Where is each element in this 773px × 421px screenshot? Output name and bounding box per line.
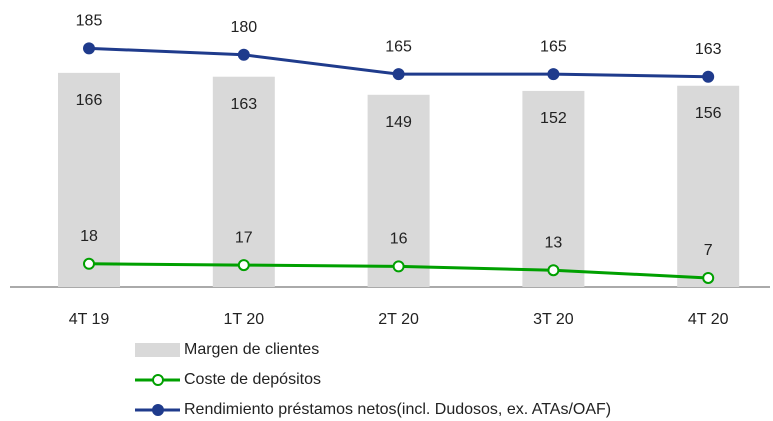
marker xyxy=(547,264,560,277)
marker xyxy=(83,42,95,55)
x-tick-label: 4T 20 xyxy=(688,311,729,328)
legend-marker xyxy=(152,404,164,416)
bar xyxy=(677,85,740,287)
legend-label: Coste de depósitos xyxy=(184,371,321,388)
legend-swatch xyxy=(135,343,180,357)
marker xyxy=(237,259,250,272)
x-tick-label: 3T 20 xyxy=(533,311,574,328)
marker xyxy=(702,70,715,83)
data-label: 166 xyxy=(76,92,103,109)
data-label: 17 xyxy=(235,229,253,246)
legend-label: Margen de clientes xyxy=(184,341,319,358)
legend-label: Rendimiento préstamos netos(incl. Dudoso… xyxy=(184,401,611,418)
marker xyxy=(702,271,715,284)
data-label: 156 xyxy=(695,105,722,122)
bar xyxy=(212,76,275,287)
bar xyxy=(367,94,430,287)
x-tick-label: 1T 20 xyxy=(223,311,264,328)
data-label: 165 xyxy=(540,38,567,55)
bar xyxy=(522,90,585,287)
marker xyxy=(547,68,560,81)
data-label: 13 xyxy=(545,234,563,251)
data-label: 7 xyxy=(704,242,713,259)
marker xyxy=(237,48,250,61)
data-label: 149 xyxy=(385,114,412,131)
data-label: 152 xyxy=(540,110,567,127)
marker xyxy=(83,257,95,270)
marker xyxy=(392,260,405,273)
data-label: 163 xyxy=(230,96,257,113)
data-label: 165 xyxy=(385,38,412,55)
marker xyxy=(392,68,405,81)
data-label: 185 xyxy=(76,13,103,30)
x-tick-label: 2T 20 xyxy=(378,311,419,328)
legend-marker xyxy=(152,374,164,386)
bar xyxy=(58,72,120,287)
x-tick-label: 4T 19 xyxy=(69,311,110,328)
data-label: 16 xyxy=(390,231,408,248)
data-label: 18 xyxy=(80,228,98,245)
data-label: 180 xyxy=(230,19,257,36)
data-label: 163 xyxy=(695,41,722,58)
